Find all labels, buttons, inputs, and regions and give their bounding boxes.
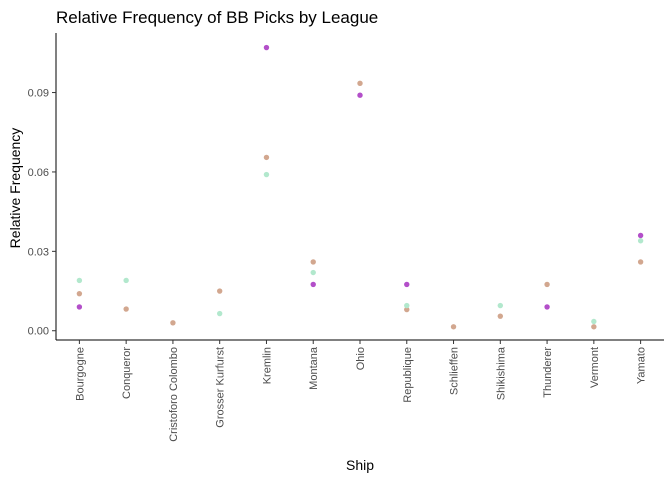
x-tick-label: Shikishima: [495, 346, 507, 400]
data-point: [544, 304, 550, 310]
data-point: [263, 171, 270, 178]
x-tick-label: Conqueror: [121, 347, 133, 399]
x-tick-label: Kremlin: [261, 347, 273, 384]
x-tick-label: Vermont: [589, 347, 601, 388]
data-point: [76, 304, 83, 310]
data-point: [450, 324, 457, 330]
x-tick-label: Republique: [402, 347, 414, 403]
data-point: [76, 290, 83, 297]
x-axis-title: Ship: [346, 457, 374, 473]
data-point: [591, 318, 597, 325]
x-tick-label: Schlieffen: [449, 347, 461, 395]
data-points: [76, 44, 644, 330]
data-point: [310, 269, 316, 276]
x-tick-label: Yamato: [636, 347, 648, 384]
data-point: [637, 259, 644, 265]
data-point: [170, 320, 176, 326]
x-tick-label: Cristoforo Colombo: [168, 347, 180, 442]
y-tick-label: 0.03: [28, 246, 49, 258]
data-point: [263, 154, 270, 161]
chart-title: Relative Frequency of BB Picks by League: [56, 8, 378, 27]
x-tick-label: Ohio: [355, 347, 367, 370]
data-point: [123, 306, 129, 312]
data-point: [216, 288, 223, 294]
y-axis-ticks: 0.00 0.03 0.06 0.09: [28, 88, 56, 338]
data-point: [544, 281, 550, 288]
data-point: [404, 302, 410, 309]
data-point: [123, 277, 129, 284]
data-point: [637, 238, 644, 244]
data-point: [497, 302, 504, 309]
data-point: [357, 92, 363, 98]
data-point: [404, 306, 410, 313]
data-point: [216, 310, 223, 317]
data-point: [263, 44, 270, 51]
data-point: [637, 232, 644, 239]
x-tick-label: Grosser Kurfurst: [215, 347, 227, 428]
data-point: [497, 313, 504, 319]
data-point: [310, 259, 316, 265]
x-tick-label: Montana: [308, 346, 320, 390]
y-tick-label: 0.09: [28, 88, 49, 100]
y-tick-label: 0.06: [28, 167, 49, 179]
data-point: [591, 324, 597, 330]
x-tick-label: Thunderer: [542, 347, 554, 398]
x-axis-ticks: Bourgogne Conqueror Cristoforo Colombo Gros…: [74, 340, 648, 442]
data-point: [310, 281, 316, 288]
data-point: [404, 281, 410, 288]
y-tick-label: 0.00: [28, 326, 49, 338]
data-point: [357, 80, 363, 86]
x-tick-label: Bourgogne: [74, 347, 86, 401]
y-axis-title: Relative Frequency: [7, 128, 23, 249]
data-point: [76, 277, 83, 284]
